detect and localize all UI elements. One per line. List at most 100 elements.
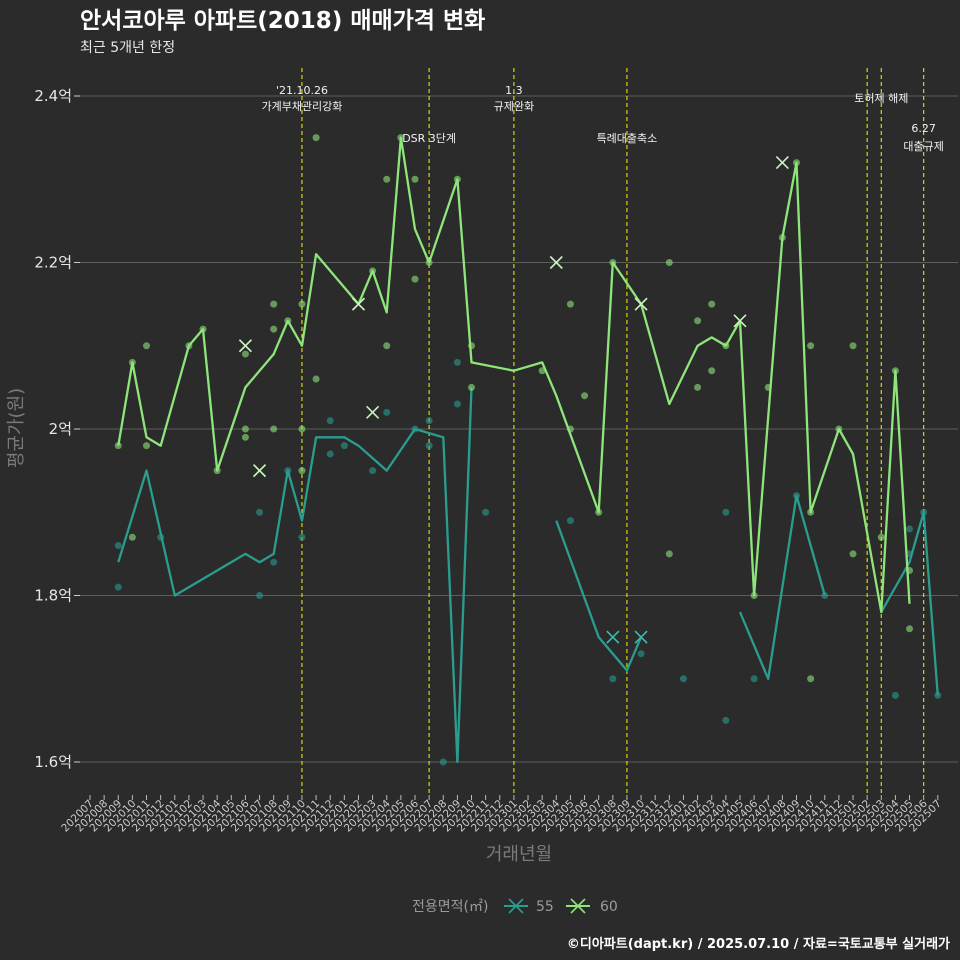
series-line-55 [738, 494, 826, 680]
data-point-55 [722, 508, 730, 516]
data-point-55 [679, 675, 687, 683]
legend-key-cross-55 [508, 898, 524, 914]
data-point-60 [411, 275, 419, 283]
legend-title: 전용면적(㎡) [412, 899, 488, 915]
data-point-60 [708, 367, 716, 375]
data-point-60 [298, 300, 306, 308]
mean-marker-60 [366, 405, 380, 419]
data-point-55 [383, 408, 391, 416]
data-point-60 [241, 350, 249, 358]
event-annotation: 6.27 [911, 122, 936, 135]
data-point-55 [453, 400, 461, 408]
mean-marker-60 [252, 464, 267, 478]
event-annotation: DSR 3단계 [402, 132, 456, 145]
data-point-55 [114, 583, 122, 591]
data-point-55 [340, 442, 348, 450]
event-annotation: 대출규제 [903, 140, 943, 153]
mean-marker-60 [733, 314, 747, 328]
data-point-60 [807, 675, 815, 683]
y-tick-label: 1.8억 [34, 587, 72, 605]
event-annotation: 규제완화 [494, 100, 534, 113]
data-point-60 [581, 392, 589, 400]
y-tick-label: 2억 [49, 420, 72, 438]
mean-marker-60 [351, 297, 366, 311]
data-point-55 [453, 358, 461, 366]
data-point-60 [312, 375, 320, 383]
series-55 [114, 358, 942, 766]
data-point-60 [383, 175, 391, 183]
chart-subtitle: 최근 5개년 한정 [80, 40, 175, 56]
legend-label-60: 60 [600, 899, 618, 915]
data-point-60 [143, 342, 151, 350]
series-line-55 [117, 387, 473, 764]
legend-label-55: 55 [536, 899, 554, 915]
data-point-55 [256, 508, 264, 516]
data-point-55 [425, 442, 433, 450]
data-point-55 [482, 508, 490, 516]
mean-marker-60 [775, 156, 789, 170]
data-point-60 [665, 550, 673, 558]
series-line-60 [117, 136, 911, 614]
data-point-60 [270, 325, 278, 333]
data-point-60 [383, 342, 391, 350]
x-axis-ticks: 2020072020082020092020102020112020122021… [59, 795, 944, 834]
data-point-60 [241, 433, 249, 441]
data-point-60 [807, 342, 815, 350]
data-point-55 [326, 450, 334, 458]
data-point-60 [411, 175, 419, 183]
data-point-60 [143, 442, 151, 450]
mean-marker-55 [634, 630, 648, 644]
data-point-55 [722, 716, 730, 724]
series-line-55 [880, 511, 939, 696]
mean-marker-55 [606, 630, 620, 644]
legend-keys [504, 898, 590, 914]
chart-title: 안서코아루 아파트(2018) 매매가격 변화 [80, 8, 485, 34]
legend: 전용면적(㎡) 55 60 [412, 898, 618, 915]
data-point-60 [298, 425, 306, 433]
data-point-60 [468, 383, 476, 391]
data-point-55 [425, 417, 433, 425]
data-point-60 [128, 533, 136, 541]
data-point-55 [439, 758, 447, 766]
data-point-60 [877, 533, 885, 541]
data-point-55 [256, 592, 264, 599]
event-annotation: 특례대출축소 [597, 132, 658, 145]
data-point-55 [891, 691, 899, 699]
data-point-60 [849, 342, 857, 350]
source-caption: ©디아파트(dapt.kr) / 2025.07.10 / 자료=국토교통부 실… [567, 936, 950, 952]
data-point-60 [270, 425, 278, 433]
mean-marker-60 [238, 339, 252, 353]
data-point-55 [270, 558, 278, 566]
data-point-55 [298, 533, 306, 541]
data-point-55 [609, 675, 617, 683]
data-point-60 [270, 300, 278, 308]
data-point-60 [312, 134, 320, 142]
data-point-60 [298, 467, 306, 475]
grid-lines [80, 95, 958, 763]
data-point-55 [326, 417, 334, 425]
y-axis-ticks: 1.6억 1.8억 2억 2.2억 2.4억 [34, 87, 80, 771]
event-annotation: 가계부채관리강화 [261, 100, 342, 113]
data-point-60 [694, 317, 702, 325]
series-60 [114, 134, 914, 683]
series-layer [114, 134, 942, 766]
data-point-55 [566, 517, 574, 525]
data-point-60 [566, 300, 574, 308]
event-lines [301, 68, 925, 795]
mean-marker-60 [634, 297, 648, 311]
y-axis-label: 평균가(원) [6, 388, 27, 468]
data-point-55 [637, 650, 645, 658]
event-annotation: '21.10.26 [276, 84, 328, 97]
data-point-60 [241, 425, 249, 433]
data-point-60 [849, 550, 857, 558]
data-point-60 [708, 300, 716, 308]
mean-marker-60 [549, 255, 563, 270]
x-axis-label: 거래년월 [486, 844, 552, 865]
event-annotation: 토허제 해제 [854, 91, 908, 105]
data-point-60 [694, 383, 702, 391]
data-point-55 [369, 467, 377, 475]
y-tick-label: 2.4억 [34, 87, 72, 105]
